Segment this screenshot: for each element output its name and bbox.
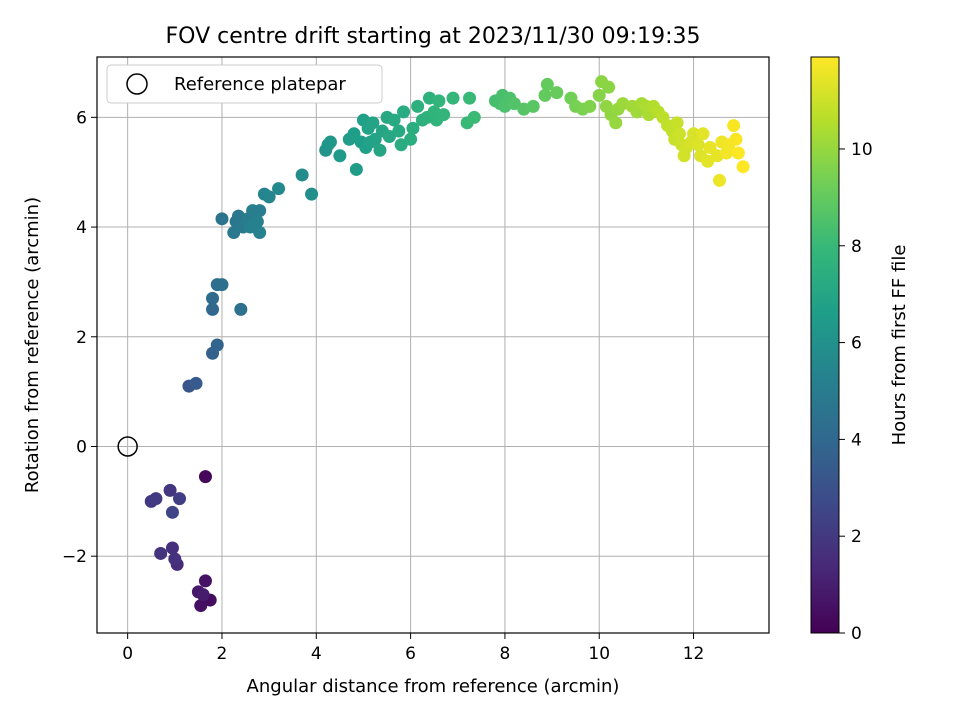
y-tick-label: 2 [76, 328, 87, 348]
legend: Reference platepar [106, 64, 383, 104]
data-point [437, 108, 451, 122]
data-point [210, 338, 224, 352]
colorbar-label: Hours from first FF file [889, 245, 910, 446]
chart-title: FOV centre drift starting at 2023/11/30 … [166, 24, 701, 49]
data-point [696, 127, 710, 141]
data-point [215, 278, 229, 292]
data-point [387, 113, 401, 127]
colorbar [810, 56, 840, 634]
colorbar-tick-label: 4 [851, 430, 862, 450]
colorbar-tick-label: 6 [851, 334, 862, 354]
data-point [592, 88, 606, 102]
axis-ticks: 0 2 4 6 8 10 12 −2 0 2 4 6 [62, 108, 704, 664]
data-point [712, 173, 726, 187]
data-point [670, 116, 684, 130]
x-tick-label: 10 [588, 644, 610, 664]
data-point [672, 127, 686, 141]
colorbar-ticks: 0 2 4 6 8 10 [839, 140, 873, 644]
data-point [382, 130, 396, 144]
data-point [149, 492, 163, 506]
data-point [366, 116, 380, 130]
data-point [168, 552, 182, 566]
colorbar-tick-label: 10 [851, 140, 873, 160]
data-point [349, 162, 363, 176]
data-point [701, 154, 715, 168]
data-point [550, 86, 564, 100]
data-point [463, 91, 477, 105]
data-point [295, 168, 309, 182]
data-point [253, 226, 267, 240]
data-point [206, 291, 220, 305]
x-tick-label: 6 [405, 644, 416, 664]
data-point [227, 226, 241, 240]
y-tick-label: 4 [76, 218, 87, 238]
data-point [165, 541, 179, 555]
data-point [687, 127, 701, 141]
y-tick-label: 6 [76, 108, 87, 128]
data-point [189, 376, 203, 390]
data-point [727, 119, 741, 133]
data-point [507, 97, 521, 111]
data-point [538, 88, 552, 102]
data-point [736, 160, 750, 174]
data-point [526, 99, 540, 113]
data-point [731, 146, 745, 160]
data-point [404, 132, 418, 146]
data-point [154, 546, 168, 560]
data-point [373, 143, 387, 157]
data-point [411, 99, 425, 113]
data-point [609, 116, 623, 130]
x-tick-label: 0 [122, 644, 133, 664]
x-tick-label: 8 [500, 644, 511, 664]
y-tick-label: −2 [62, 547, 87, 567]
data-point [392, 124, 406, 138]
data-point [194, 599, 208, 613]
data-points [117, 75, 750, 613]
legend-box [106, 64, 383, 104]
data-point [215, 212, 229, 226]
data-point [467, 110, 481, 124]
y-tick-label: 0 [76, 437, 87, 457]
reference-platepar-marker [117, 436, 138, 457]
data-point [206, 302, 220, 316]
data-point [323, 135, 337, 149]
data-point [583, 99, 597, 113]
data-point [432, 94, 446, 108]
data-point [406, 121, 420, 135]
data-point [234, 302, 248, 316]
data-point [305, 187, 319, 201]
grid [97, 57, 769, 633]
data-point [173, 492, 187, 506]
legend-label: Reference platepar [174, 74, 346, 95]
data-point [446, 91, 460, 105]
y-axis-label: Rotation from reference (arcmin) [22, 197, 43, 493]
data-point [602, 80, 616, 94]
colorbar-tick-label: 8 [851, 237, 862, 257]
data-point [333, 149, 347, 163]
data-point [165, 505, 179, 519]
data-point [163, 483, 177, 497]
colorbar-tick-label: 0 [851, 624, 862, 644]
legend-reference-marker [126, 73, 148, 95]
x-tick-label: 12 [683, 644, 705, 664]
data-point [198, 470, 212, 484]
data-point [394, 138, 408, 152]
x-axis-label: Angular distance from reference (arcmin) [247, 676, 620, 697]
data-point [729, 132, 743, 146]
plot-frame [96, 56, 770, 634]
data-point [262, 190, 276, 204]
data-point [397, 105, 411, 119]
data-point [253, 204, 267, 218]
data-point [540, 77, 554, 91]
data-point [691, 138, 705, 152]
x-tick-label: 4 [311, 644, 322, 664]
x-tick-label: 2 [217, 644, 228, 664]
data-point [250, 215, 264, 229]
data-point [196, 588, 210, 602]
data-point [272, 182, 286, 196]
colorbar-tick-label: 2 [851, 527, 862, 547]
data-point [198, 574, 212, 588]
